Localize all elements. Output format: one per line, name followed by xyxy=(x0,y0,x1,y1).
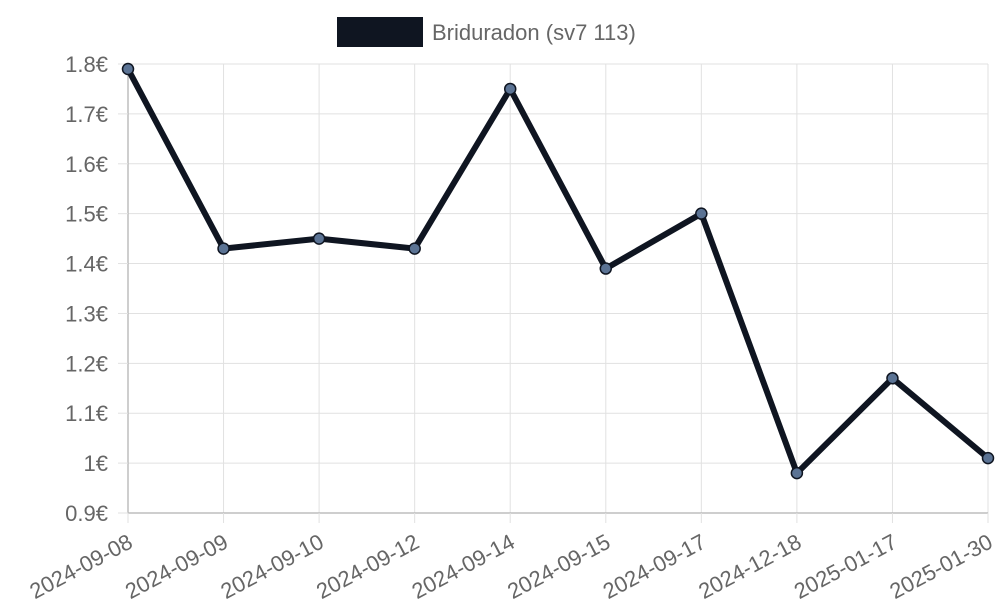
y-tick-label: 1.4€ xyxy=(65,252,108,277)
x-tick-label: 2024-09-12 xyxy=(312,529,423,600)
x-tick-label: 2024-09-14 xyxy=(408,529,519,600)
data-point[interactable] xyxy=(790,466,804,480)
data-point[interactable] xyxy=(408,242,421,255)
x-tick-label: 2024-09-15 xyxy=(503,529,614,600)
data-point[interactable] xyxy=(981,451,995,465)
y-tick-label: 1€ xyxy=(84,451,108,476)
y-tick-label: 1.8€ xyxy=(65,52,108,77)
data-point[interactable] xyxy=(886,372,899,385)
y-tick-label: 1.2€ xyxy=(65,351,108,376)
x-tick-label: 2025-01-17 xyxy=(790,529,901,600)
data-point[interactable] xyxy=(217,242,230,255)
series-line xyxy=(125,65,991,479)
x-tick-label: 2024-12-18 xyxy=(694,529,805,600)
data-point[interactable] xyxy=(599,262,613,275)
grid xyxy=(128,63,989,514)
x-tick-label: 2024-09-08 xyxy=(25,529,136,600)
data-point[interactable] xyxy=(312,232,326,245)
y-tick-label: 1.6€ xyxy=(65,152,108,177)
y-axis-ticks: 0.9€ 1€ 1.1€ 1.2€ 1.3€ 1.4€ 1.5€ 1.6€ 1.7€ 1.8€ xyxy=(65,52,128,526)
legend-label: Briduradon (sv7 113) xyxy=(432,20,636,45)
x-tick-label: 2024-09-09 xyxy=(121,529,232,600)
y-tick-label: 1.7€ xyxy=(65,102,108,127)
y-tick-label: 1.1€ xyxy=(65,401,108,426)
x-tick-label: 2024-09-17 xyxy=(599,529,710,600)
legend-swatch xyxy=(337,17,423,47)
axes xyxy=(127,64,988,514)
y-tick-label: 0.9€ xyxy=(65,501,108,526)
x-tick-label: 2025-01-30 xyxy=(885,529,996,600)
data-points xyxy=(121,62,995,480)
y-tick-label: 1.5€ xyxy=(65,202,108,227)
data-point[interactable] xyxy=(121,62,135,76)
series xyxy=(125,65,991,479)
data-point[interactable] xyxy=(503,82,517,96)
x-tick-label: 2024-09-10 xyxy=(217,529,328,600)
data-point[interactable] xyxy=(695,207,708,220)
legend[interactable]: Briduradon (sv7 113) xyxy=(337,17,636,47)
y-tick-label: 1.3€ xyxy=(65,301,108,326)
x-axis-ticks: 2024-09-082024-09-092024-09-102024-09-12… xyxy=(25,513,997,600)
